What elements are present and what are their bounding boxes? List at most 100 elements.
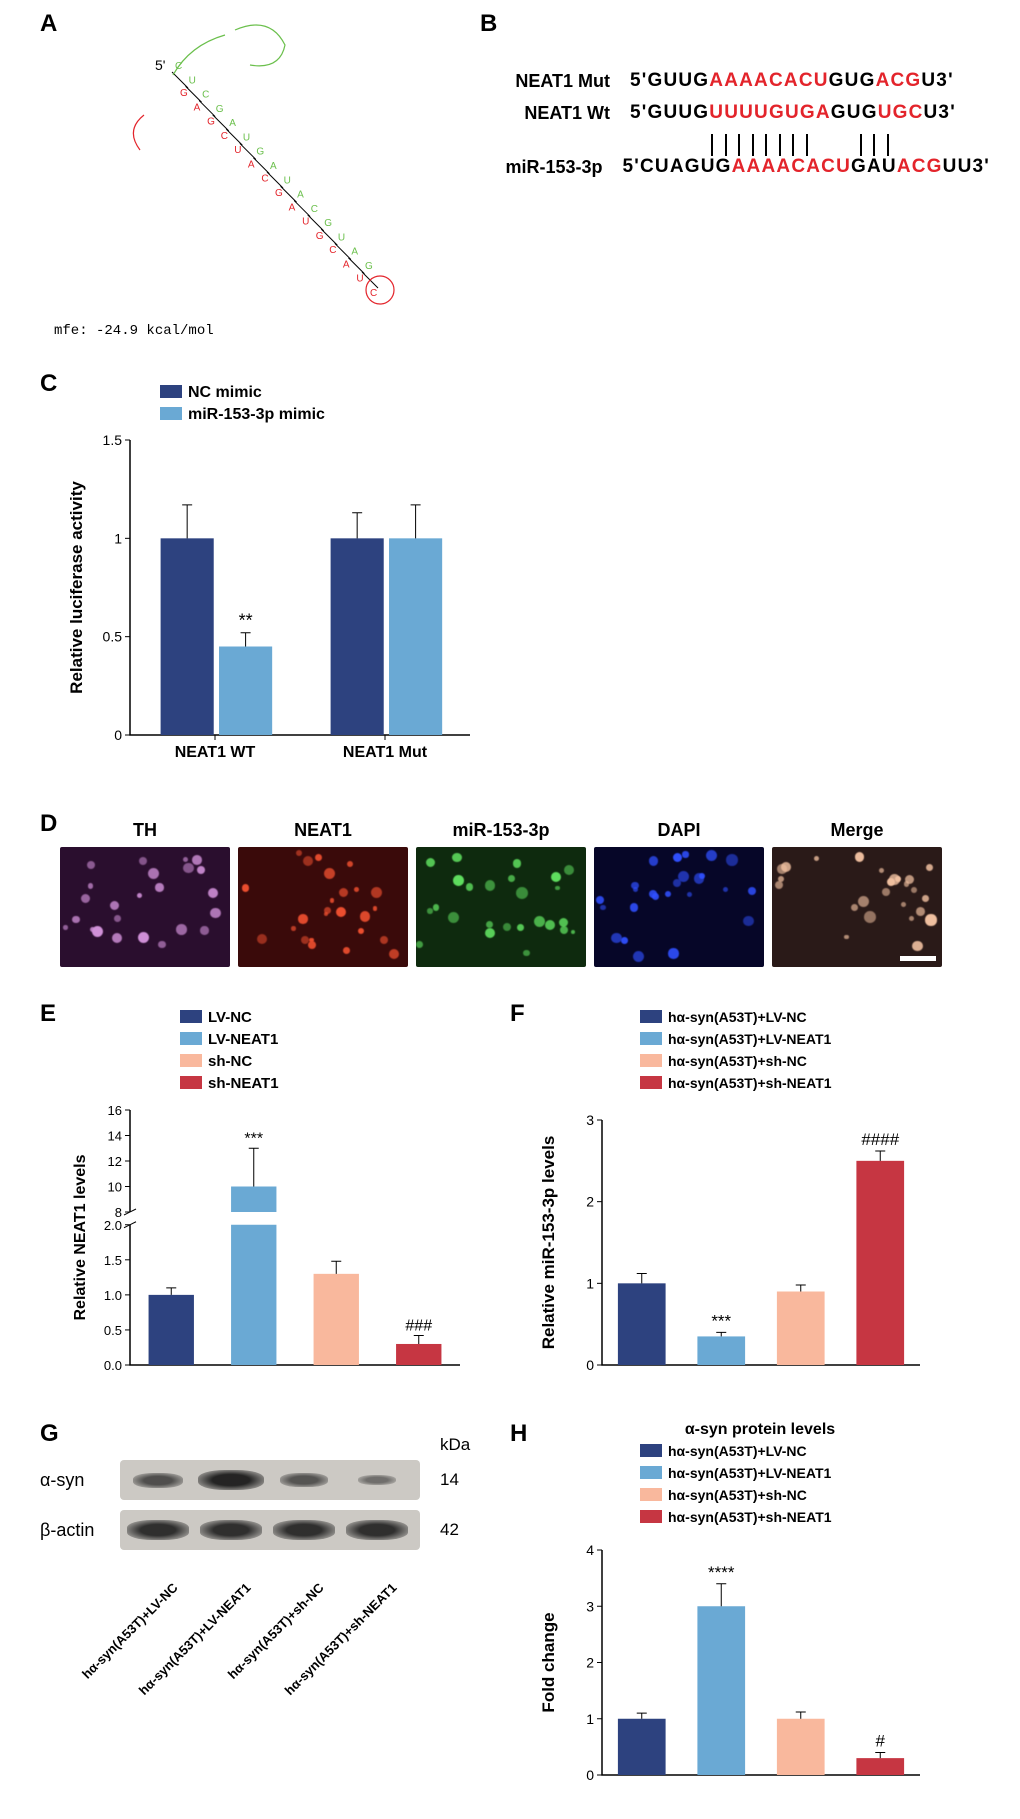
fish-image (238, 847, 408, 967)
fish-image (416, 847, 586, 967)
svg-text:3: 3 (586, 1112, 594, 1128)
wb-gel (120, 1460, 420, 1500)
panel-h-protein-chart: α-syn protein levelshα-syn(A53T)+LV-NChα… (530, 1420, 1000, 1800)
panel-a-rna-structure: CGUACGGCAUUAGCAGUAAUCGGCUAAUGC 5' mfe: -… (40, 20, 440, 350)
panel-d-label: D (40, 810, 57, 838)
fish-image (772, 847, 942, 967)
svg-text:U: U (356, 274, 363, 285)
wb-xlabel: hα-syn(A53T)+sh-NEAT1 (269, 1580, 400, 1711)
svg-text:A: A (343, 259, 350, 270)
svg-text:U: U (284, 175, 291, 186)
svg-text:C: C (221, 131, 228, 142)
svg-text:hα-syn(A53T)+sh-NEAT1: hα-syn(A53T)+sh-NEAT1 (668, 1075, 832, 1091)
svg-text:0: 0 (114, 727, 122, 743)
svg-text:hα-syn(A53T)+LV-NEAT1: hα-syn(A53T)+LV-NEAT1 (668, 1031, 831, 1047)
wb-xlabel: hα-syn(A53T)+LV-NEAT1 (123, 1580, 254, 1711)
svg-text:12: 12 (108, 1154, 122, 1169)
wb-kda: 14 (440, 1470, 459, 1490)
svg-text:hα-syn(A53T)+sh-NC: hα-syn(A53T)+sh-NC (668, 1487, 807, 1503)
svg-text:C: C (311, 204, 318, 215)
panel-h-label: H (510, 1420, 527, 1448)
scale-bar (900, 956, 936, 961)
panel-d-fish-images: THNEAT1miR-153-3pDAPIMerge (60, 820, 960, 967)
svg-text:C: C (261, 174, 268, 185)
svg-text:U: U (243, 132, 250, 143)
svg-text:A: A (297, 190, 304, 201)
svg-text:LV-NEAT1: LV-NEAT1 (208, 1031, 278, 1048)
svg-text:G: G (216, 104, 224, 115)
wb-gel (120, 1510, 420, 1550)
wb-kda: 42 (440, 1520, 459, 1540)
svg-text:A: A (351, 247, 358, 258)
seq-label: miR-153-3p (500, 157, 623, 178)
fish-header: DAPI (657, 820, 700, 841)
svg-text:hα-syn(A53T)+LV-NEAT1: hα-syn(A53T)+LV-NEAT1 (668, 1465, 831, 1481)
panel-g-western-blot: kDaα-syn14β-actin42hα-syn(A53T)+LV-NChα-… (40, 1420, 500, 1780)
fish-panel: NEAT1 (238, 820, 408, 967)
svg-text:G: G (180, 88, 188, 99)
fish-image (60, 847, 230, 967)
svg-text:U: U (338, 232, 345, 243)
svg-text:U: U (189, 75, 196, 86)
svg-text:1.5: 1.5 (104, 1253, 122, 1268)
svg-text:10: 10 (108, 1180, 122, 1195)
svg-text:Fold change: Fold change (539, 1612, 558, 1712)
fish-header: TH (133, 820, 157, 841)
svg-text:0.5: 0.5 (104, 1323, 122, 1338)
svg-text:**: ** (239, 611, 253, 631)
seq-label: NEAT1 Mut (500, 71, 630, 92)
svg-text:4: 4 (586, 1542, 594, 1558)
svg-text:0.5: 0.5 (103, 629, 123, 645)
panel-f-mir153-chart: hα-syn(A53T)+LV-NC hα-syn(A53T)+LV-NEAT1 h… (530, 1010, 1000, 1390)
svg-text:3: 3 (586, 1598, 594, 1614)
svg-text:Relative NEAT1 levels: Relative NEAT1 levels (72, 1154, 89, 1320)
svg-text:Relative miR-153-3p levels: Relative miR-153-3p levels (539, 1136, 558, 1350)
svg-text:A: A (248, 159, 255, 170)
svg-text:1: 1 (114, 530, 122, 546)
svg-text:sh-NEAT1: sh-NEAT1 (208, 1075, 279, 1092)
kda-header: kDa (440, 1435, 470, 1455)
svg-text:A: A (229, 118, 236, 129)
svg-text:hα-syn(A53T)+sh-NC: hα-syn(A53T)+sh-NC (668, 1053, 807, 1069)
svg-text:0: 0 (586, 1357, 594, 1373)
svg-text:1.5: 1.5 (103, 432, 123, 448)
svg-text:G: G (316, 231, 324, 242)
svg-text:U: U (302, 217, 309, 228)
fish-panel: miR-153-3p (416, 820, 586, 967)
fish-image (594, 847, 764, 967)
svg-text:0.0: 0.0 (104, 1358, 122, 1373)
svg-text:C: C (202, 90, 209, 101)
svg-text:8: 8 (115, 1205, 122, 1220)
svg-text:hα-syn(A53T)+LV-NC: hα-syn(A53T)+LV-NC (668, 1010, 807, 1025)
five-prime-text: 5' (155, 57, 165, 73)
svg-text:A: A (270, 161, 277, 172)
svg-text:LV-NC: LV-NC (208, 1010, 252, 1026)
sequence-row: NEAT1 Wt5'GUUGUUUUGUGAGUGUGCU3' (500, 102, 990, 124)
svg-text:G: G (207, 117, 215, 128)
svg-text:2.0: 2.0 (104, 1218, 122, 1233)
svg-text:1.0: 1.0 (104, 1288, 122, 1303)
wb-label: α-syn (40, 1470, 84, 1491)
svg-text:miR-153-3p mimic: miR-153-3p mimic (188, 406, 325, 423)
panel-b-label: B (480, 10, 497, 38)
svg-text:###: ### (405, 1318, 432, 1335)
panel-b-sequences: NEAT1 Mut5'GUUGAAAACACUGUGACGU3' NEAT1 Wt… (500, 70, 990, 270)
svg-text:U: U (234, 145, 241, 156)
svg-text:hα-syn(A53T)+sh-NEAT1: hα-syn(A53T)+sh-NEAT1 (668, 1509, 832, 1525)
fish-panel: TH (60, 820, 230, 967)
mfe-text: mfe: -24.9 kcal/mol (54, 323, 214, 339)
svg-text:2: 2 (586, 1655, 594, 1671)
svg-text:14: 14 (108, 1129, 122, 1144)
svg-text:sh-NC: sh-NC (208, 1053, 252, 1070)
svg-text:2: 2 (586, 1194, 594, 1210)
svg-text:NEAT1 WT: NEAT1 WT (175, 744, 256, 761)
panel-c-label: C (40, 370, 57, 398)
svg-text:G: G (365, 261, 373, 272)
svg-text:1: 1 (586, 1711, 594, 1727)
svg-text:0: 0 (586, 1767, 594, 1783)
svg-text:hα-syn(A53T)+LV-NC: hα-syn(A53T)+LV-NC (668, 1443, 807, 1459)
svg-text:****: **** (708, 1563, 735, 1582)
panel-e-label: E (40, 1000, 56, 1028)
sequence-row: NEAT1 Mut5'GUUGAAAACACUGUGACGU3' (500, 70, 990, 92)
seq-text: 5'CUAGUGAAAACACUGAUACGUU3' (623, 156, 991, 178)
